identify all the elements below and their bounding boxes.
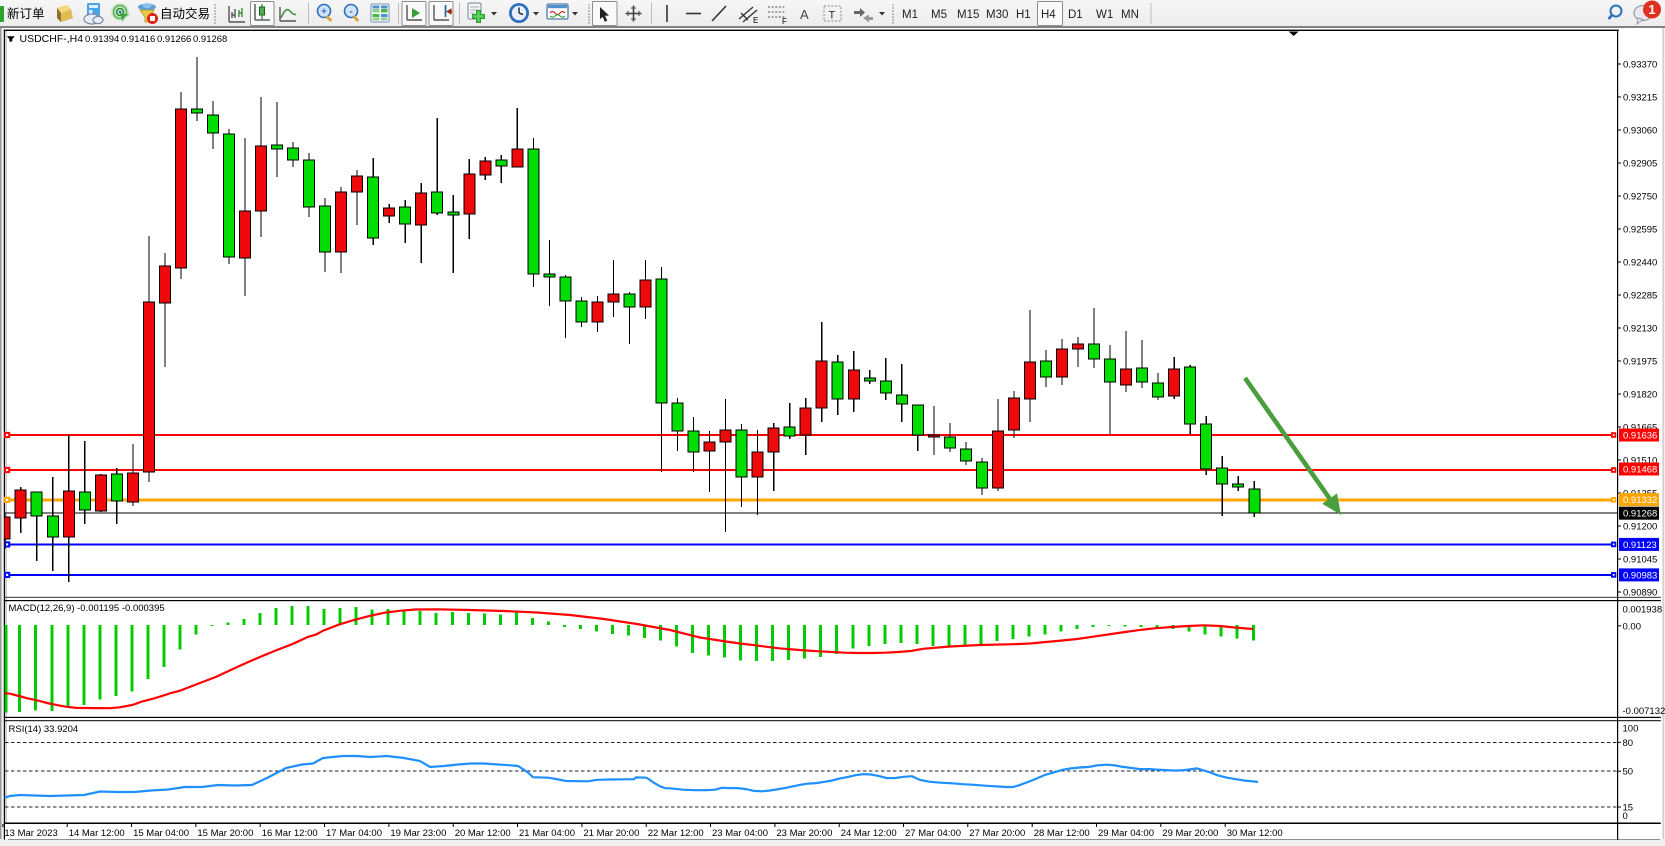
svg-text:0.92285: 0.92285: [1623, 291, 1657, 302]
svg-text:13 Mar 2023: 13 Mar 2023: [4, 828, 57, 839]
svg-text:15 Mar 20:00: 15 Mar 20:00: [197, 828, 253, 839]
svg-text:21 Mar 20:00: 21 Mar 20:00: [583, 828, 639, 839]
svg-text:0.92905: 0.92905: [1623, 159, 1657, 170]
svg-text:0.91665: 0.91665: [1623, 423, 1657, 434]
svg-text:0.91268: 0.91268: [1623, 509, 1657, 520]
svg-text:19 Mar 23:00: 19 Mar 23:00: [390, 828, 446, 839]
svg-text:29 Mar 04:00: 29 Mar 04:00: [1098, 828, 1154, 839]
svg-text:0: 0: [1623, 811, 1628, 822]
svg-text:USDCHF-,H4: USDCHF-,H4: [20, 33, 84, 45]
svg-text:0.93370: 0.93370: [1623, 60, 1657, 71]
svg-text:22 Mar 12:00: 22 Mar 12:00: [648, 828, 704, 839]
svg-text:0.92440: 0.92440: [1623, 258, 1657, 269]
svg-text:MACD(12,26,9) -0.001195 -0.000: MACD(12,26,9) -0.001195 -0.000395: [9, 603, 165, 614]
svg-text:30 Mar 12:00: 30 Mar 12:00: [1227, 828, 1283, 839]
svg-text:A: A: [800, 7, 809, 22]
svg-text:0.93215: 0.93215: [1623, 93, 1657, 104]
svg-text:17 Mar 04:00: 17 Mar 04:00: [326, 828, 382, 839]
svg-text:0.91510: 0.91510: [1623, 456, 1657, 467]
svg-text:27 Mar 04:00: 27 Mar 04:00: [905, 828, 961, 839]
svg-text:0.91332: 0.91332: [1623, 495, 1657, 506]
svg-text:0.91820: 0.91820: [1623, 390, 1657, 401]
svg-text:1: 1: [1648, 2, 1655, 17]
svg-text:F: F: [782, 17, 787, 26]
svg-text:H4: H4: [1041, 9, 1056, 21]
svg-text:0.91416: 0.91416: [121, 34, 155, 45]
svg-text:M1: M1: [902, 9, 918, 21]
svg-text:-0.007132: -0.007132: [1623, 706, 1665, 717]
svg-text:0.91045: 0.91045: [1623, 555, 1657, 566]
svg-text:0.00: 0.00: [1623, 621, 1642, 632]
svg-text:M30: M30: [986, 9, 1008, 21]
svg-text:0.91123: 0.91123: [1623, 540, 1657, 551]
svg-text:0.93060: 0.93060: [1623, 126, 1657, 137]
svg-text:0.91268: 0.91268: [193, 34, 227, 45]
svg-text:0.91468: 0.91468: [1623, 465, 1657, 476]
svg-text:0.92130: 0.92130: [1623, 324, 1657, 335]
svg-text:14 Mar 12:00: 14 Mar 12:00: [69, 828, 125, 839]
svg-text:-: -: [349, 7, 352, 18]
svg-text:27 Mar 20:00: 27 Mar 20:00: [969, 828, 1025, 839]
svg-text:0.90890: 0.90890: [1623, 588, 1657, 599]
svg-text:28 Mar 12:00: 28 Mar 12:00: [1034, 828, 1090, 839]
svg-text:15: 15: [1623, 803, 1634, 814]
svg-text:自动交易: 自动交易: [160, 6, 210, 21]
svg-text:50: 50: [1623, 767, 1634, 778]
svg-text:80: 80: [1623, 738, 1634, 749]
svg-text:M15: M15: [957, 9, 979, 21]
svg-text:+: +: [321, 7, 327, 18]
svg-text:H1: H1: [1016, 9, 1031, 21]
svg-text:E: E: [753, 16, 758, 25]
svg-text:0.001938: 0.001938: [1623, 605, 1663, 616]
svg-text:15 Mar 04:00: 15 Mar 04:00: [133, 828, 189, 839]
svg-text:D1: D1: [1068, 9, 1083, 21]
svg-text:0.92595: 0.92595: [1623, 225, 1657, 236]
svg-text:0.90983: 0.90983: [1623, 570, 1657, 581]
svg-text:23 Mar 20:00: 23 Mar 20:00: [776, 828, 832, 839]
svg-text:20 Mar 12:00: 20 Mar 12:00: [455, 828, 511, 839]
svg-text:M5: M5: [931, 9, 947, 21]
svg-text:0.91266: 0.91266: [157, 34, 191, 45]
svg-text:16 Mar 12:00: 16 Mar 12:00: [262, 828, 318, 839]
svg-text:T: T: [829, 10, 836, 22]
svg-text:0.92750: 0.92750: [1623, 192, 1657, 203]
svg-text:0.91200: 0.91200: [1623, 522, 1657, 533]
svg-text:MN: MN: [1121, 9, 1139, 21]
svg-text:W1: W1: [1096, 9, 1113, 21]
svg-text:0.91975: 0.91975: [1623, 357, 1657, 368]
svg-text:0.91636: 0.91636: [1623, 431, 1657, 442]
svg-text:RSI(14) 33.9204: RSI(14) 33.9204: [9, 724, 79, 735]
svg-text:23 Mar 04:00: 23 Mar 04:00: [712, 828, 768, 839]
svg-text:21 Mar 04:00: 21 Mar 04:00: [519, 828, 575, 839]
svg-text:新订单: 新订单: [7, 6, 45, 21]
svg-text:100: 100: [1623, 724, 1639, 735]
svg-text:29 Mar 20:00: 29 Mar 20:00: [1162, 828, 1218, 839]
svg-text:24 Mar 12:00: 24 Mar 12:00: [841, 828, 897, 839]
svg-text:0.91394: 0.91394: [85, 34, 119, 45]
